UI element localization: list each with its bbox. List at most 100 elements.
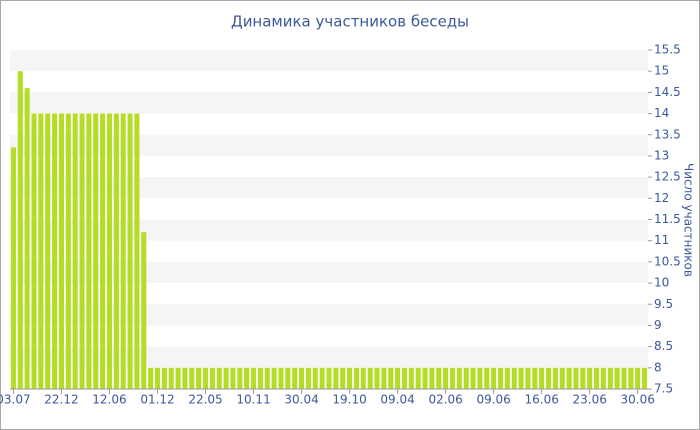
x-tick-label: 09.06 [476, 393, 510, 407]
x-tick-label: 16.06 [524, 393, 558, 407]
y-tick-label: 9 [654, 318, 662, 332]
chart-title: Динамика участников беседы [231, 13, 469, 31]
bar [539, 367, 545, 389]
bar [353, 367, 359, 389]
bar [120, 113, 126, 389]
bar [594, 367, 600, 389]
y-tick-label: 15 [654, 64, 669, 78]
bar [326, 367, 332, 389]
bar [374, 367, 380, 389]
bar [628, 367, 634, 389]
y-tick-label: 14 [654, 106, 669, 120]
bar [299, 367, 305, 389]
grid-band [10, 134, 648, 156]
bar [545, 367, 552, 389]
bar [100, 113, 106, 389]
bar [264, 367, 270, 389]
bar [621, 367, 627, 389]
bar [347, 367, 353, 389]
bar [388, 367, 394, 389]
bar [223, 367, 229, 389]
y-tick-label: 7.5 [654, 382, 673, 396]
bar [93, 113, 99, 389]
bar [161, 367, 167, 389]
x-tick-label: 01.12 [140, 393, 174, 407]
bar [209, 367, 215, 389]
bar [484, 367, 490, 389]
bar [463, 367, 469, 389]
bar [504, 367, 510, 389]
bar [429, 367, 435, 389]
bar [106, 113, 113, 389]
bar [367, 367, 373, 389]
x-tick-label: 09.04 [380, 393, 414, 407]
y-tick-label: 10.5 [654, 254, 681, 268]
bar [31, 113, 37, 389]
bar [333, 367, 339, 389]
bar [250, 367, 257, 389]
y-tick-label: 12.5 [654, 170, 681, 184]
bar [566, 367, 572, 389]
bar [477, 367, 483, 389]
bar [72, 113, 78, 389]
bar [511, 367, 517, 389]
bar [408, 367, 414, 389]
grid-band [10, 219, 648, 241]
bar [292, 367, 298, 389]
bar [642, 367, 648, 389]
bar [587, 367, 593, 389]
grid-band [10, 50, 648, 72]
bar [456, 367, 462, 389]
bar [10, 147, 16, 389]
bar [230, 367, 236, 389]
bar [196, 367, 202, 389]
bar [134, 113, 140, 389]
bar [614, 367, 620, 389]
bar [422, 367, 428, 389]
bar [24, 88, 30, 389]
bar [148, 367, 154, 389]
bar [395, 367, 401, 389]
y-tick-label: 11.5 [654, 212, 681, 226]
y-tick-label: 8 [654, 360, 662, 374]
y-tick-label: 9.5 [654, 297, 673, 311]
bar [312, 367, 318, 389]
x-tick-label: 12.06 [92, 393, 126, 407]
bar [175, 367, 181, 389]
bar [202, 367, 209, 389]
bar [65, 113, 71, 389]
x-tick-label: 22.12 [44, 393, 78, 407]
x-tick-label: 23.06 [573, 393, 607, 407]
y-tick-label: 12 [654, 191, 669, 205]
grid-band [10, 261, 648, 284]
bar [86, 113, 92, 389]
bar [257, 367, 263, 389]
bar [449, 367, 456, 389]
bar [518, 367, 524, 389]
y-tick-label: 13 [654, 148, 669, 162]
bar [38, 113, 44, 389]
x-tick-label: 22.05 [188, 393, 222, 407]
bar [52, 113, 58, 389]
x-tick-label: 10.11 [236, 393, 270, 407]
bar [237, 367, 243, 389]
bar [45, 113, 51, 389]
bar [319, 367, 325, 389]
bar [216, 367, 222, 389]
y-tick-label: 11 [654, 233, 669, 247]
bar [168, 367, 174, 389]
bar [401, 367, 408, 389]
grid-band [10, 346, 648, 368]
y-axis-label: Число участников [682, 163, 696, 277]
bar [635, 367, 641, 389]
bar [305, 367, 311, 389]
bar [443, 367, 449, 389]
bar [127, 113, 133, 389]
bar [189, 367, 195, 389]
bar [113, 113, 119, 389]
bar [552, 367, 558, 389]
bar [285, 367, 291, 389]
y-tick-label: 15.5 [654, 43, 681, 57]
bar [497, 367, 504, 389]
